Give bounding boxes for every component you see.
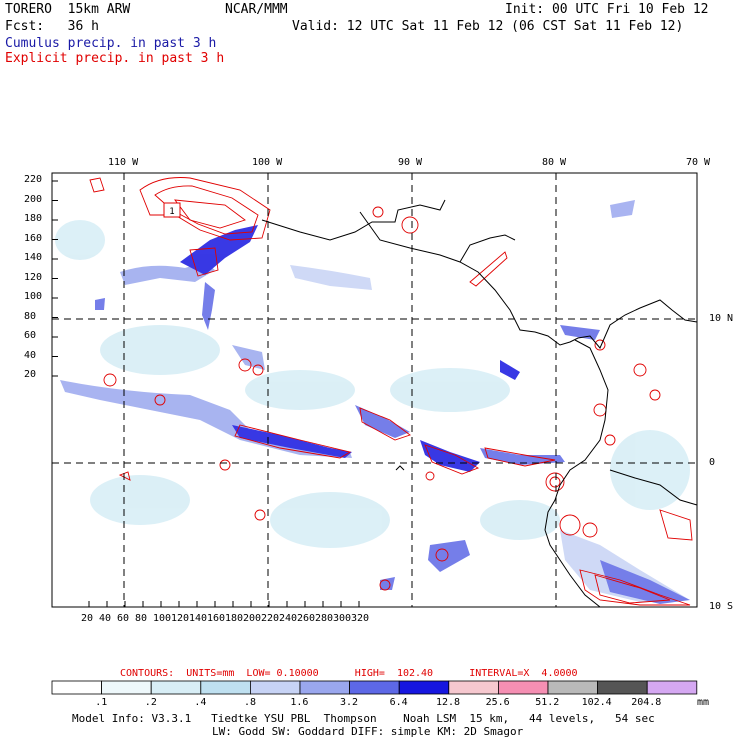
model-info-line1: Model Info: V3.3.1 Tiedtke YSU PBL Thomp… — [72, 712, 655, 725]
coastlines — [261, 199, 698, 608]
x-tick-label: 260 — [297, 613, 316, 624]
x-tick-label: 100 — [153, 613, 172, 624]
x-tick-label: 200 — [243, 613, 262, 624]
init-time: Init: 00 UTC Fri 10 Feb 12 — [505, 2, 709, 17]
x-tick-label: 240 — [279, 613, 298, 624]
cumulus-precip-layer — [60, 200, 690, 604]
colorbar-label: 3.2 — [340, 697, 359, 708]
colorbar-label: 51.2 — [535, 697, 560, 708]
grid-lines — [52, 173, 697, 607]
colorbar-label: 204.8 — [631, 697, 662, 708]
light-precip-layer — [55, 220, 690, 548]
map-frame — [51, 172, 698, 608]
map-label-box — [163, 202, 181, 218]
colorbar-label: .1 — [95, 697, 108, 708]
colorbar-swatch — [497, 680, 549, 695]
x-tick-label: 40 — [99, 613, 112, 624]
colorbar-unit: mm — [697, 697, 710, 708]
colorbar-label: 6.4 — [389, 697, 408, 708]
y-tick-label: 160 — [24, 232, 43, 244]
y-tick-label: 20 — [24, 369, 37, 380]
valid-time: Valid: 12 UTC Sat 11 Feb 12 (06 CST Sat … — [292, 19, 684, 34]
colorbar — [51, 680, 698, 695]
x-tick-label: 180 — [225, 613, 244, 624]
colorbar-label: 102.4 — [581, 697, 612, 708]
colorbar-swatch — [398, 680, 450, 695]
colorbar-label: .2 — [144, 697, 157, 708]
x-tick-label: 280 — [315, 613, 334, 624]
y-tick-label: 200 — [24, 193, 43, 205]
x-tick-label: 220 — [261, 613, 280, 624]
lon-label-80w: 80 W — [542, 157, 567, 168]
y-tick-label: 140 — [24, 252, 43, 263]
colorbar-swatch — [150, 680, 202, 695]
x-tick-label: 140 — [189, 613, 208, 624]
lat-label-10s: 10 S — [709, 601, 734, 612]
colorbar-label: 12.8 — [436, 697, 461, 708]
contours-info: CONTOURS: UNITS=mm LOW= 0.10000 HIGH= 10… — [120, 668, 578, 679]
colorbar-label: 1.6 — [290, 697, 309, 708]
colorbar-label: .4 — [194, 697, 207, 708]
y-tick-label: 100 — [24, 291, 43, 302]
lon-label-70w: 70 W — [686, 157, 711, 168]
colorbar-swatch — [646, 680, 698, 695]
x-tick-label: 60 — [117, 613, 130, 624]
model-info-line2: LW: Godd SW: Goddard DIFF: simple KM: 2D… — [212, 725, 524, 738]
explicit-precip-layer — [89, 177, 693, 606]
colorbar-swatch — [249, 680, 301, 695]
x-tick-label: 80 — [135, 613, 148, 624]
colorbar-swatch — [299, 680, 350, 695]
lon-label-110w: 110 W — [108, 157, 139, 168]
y-tick-label: 60 — [24, 330, 37, 341]
tick-marks — [52, 180, 360, 607]
y-tick-label: 80 — [24, 310, 37, 322]
explicit-legend-label: Explicit precip. in past 3 h — [5, 51, 225, 66]
x-tick-label: 300 — [333, 613, 352, 624]
y-tick-label: 40 — [24, 349, 37, 361]
x-tick-label: 20 — [81, 613, 94, 624]
x-tick-label: 160 — [207, 613, 226, 624]
org-label: NCAR/MMM — [225, 2, 288, 17]
lon-label-100w: 100 W — [252, 157, 283, 168]
y-tick-label: 180 — [24, 213, 43, 224]
colorbar-label: .8 — [244, 697, 257, 708]
lat-label-0: 0 — [709, 457, 716, 468]
colorbar-swatch — [597, 680, 648, 695]
colorbar-swatch — [101, 680, 152, 695]
colorbar-swatch — [349, 680, 400, 695]
forecast-hour: Fcst: 36 h — [5, 19, 99, 34]
x-tick-label: 320 — [351, 613, 370, 624]
lat-label-10n: 10 N — [709, 313, 734, 324]
x-tick-label: 120 — [171, 613, 190, 624]
lon-label-90w: 90 W — [398, 157, 423, 168]
cumulus-legend-label: Cumulus precip. in past 3 h — [5, 36, 217, 51]
colorbar-swatch — [200, 680, 251, 695]
model-title: TORERO 15km ARW — [5, 2, 131, 17]
colorbar-swatch — [547, 680, 598, 695]
y-tick-label: 120 — [24, 271, 43, 283]
y-tick-label: 220 — [24, 174, 43, 185]
colorbar-swatch — [51, 680, 102, 695]
colorbar-swatch — [448, 680, 499, 695]
map-label-box-text: 1 — [169, 207, 174, 217]
colorbar-label: 25.6 — [485, 697, 510, 708]
